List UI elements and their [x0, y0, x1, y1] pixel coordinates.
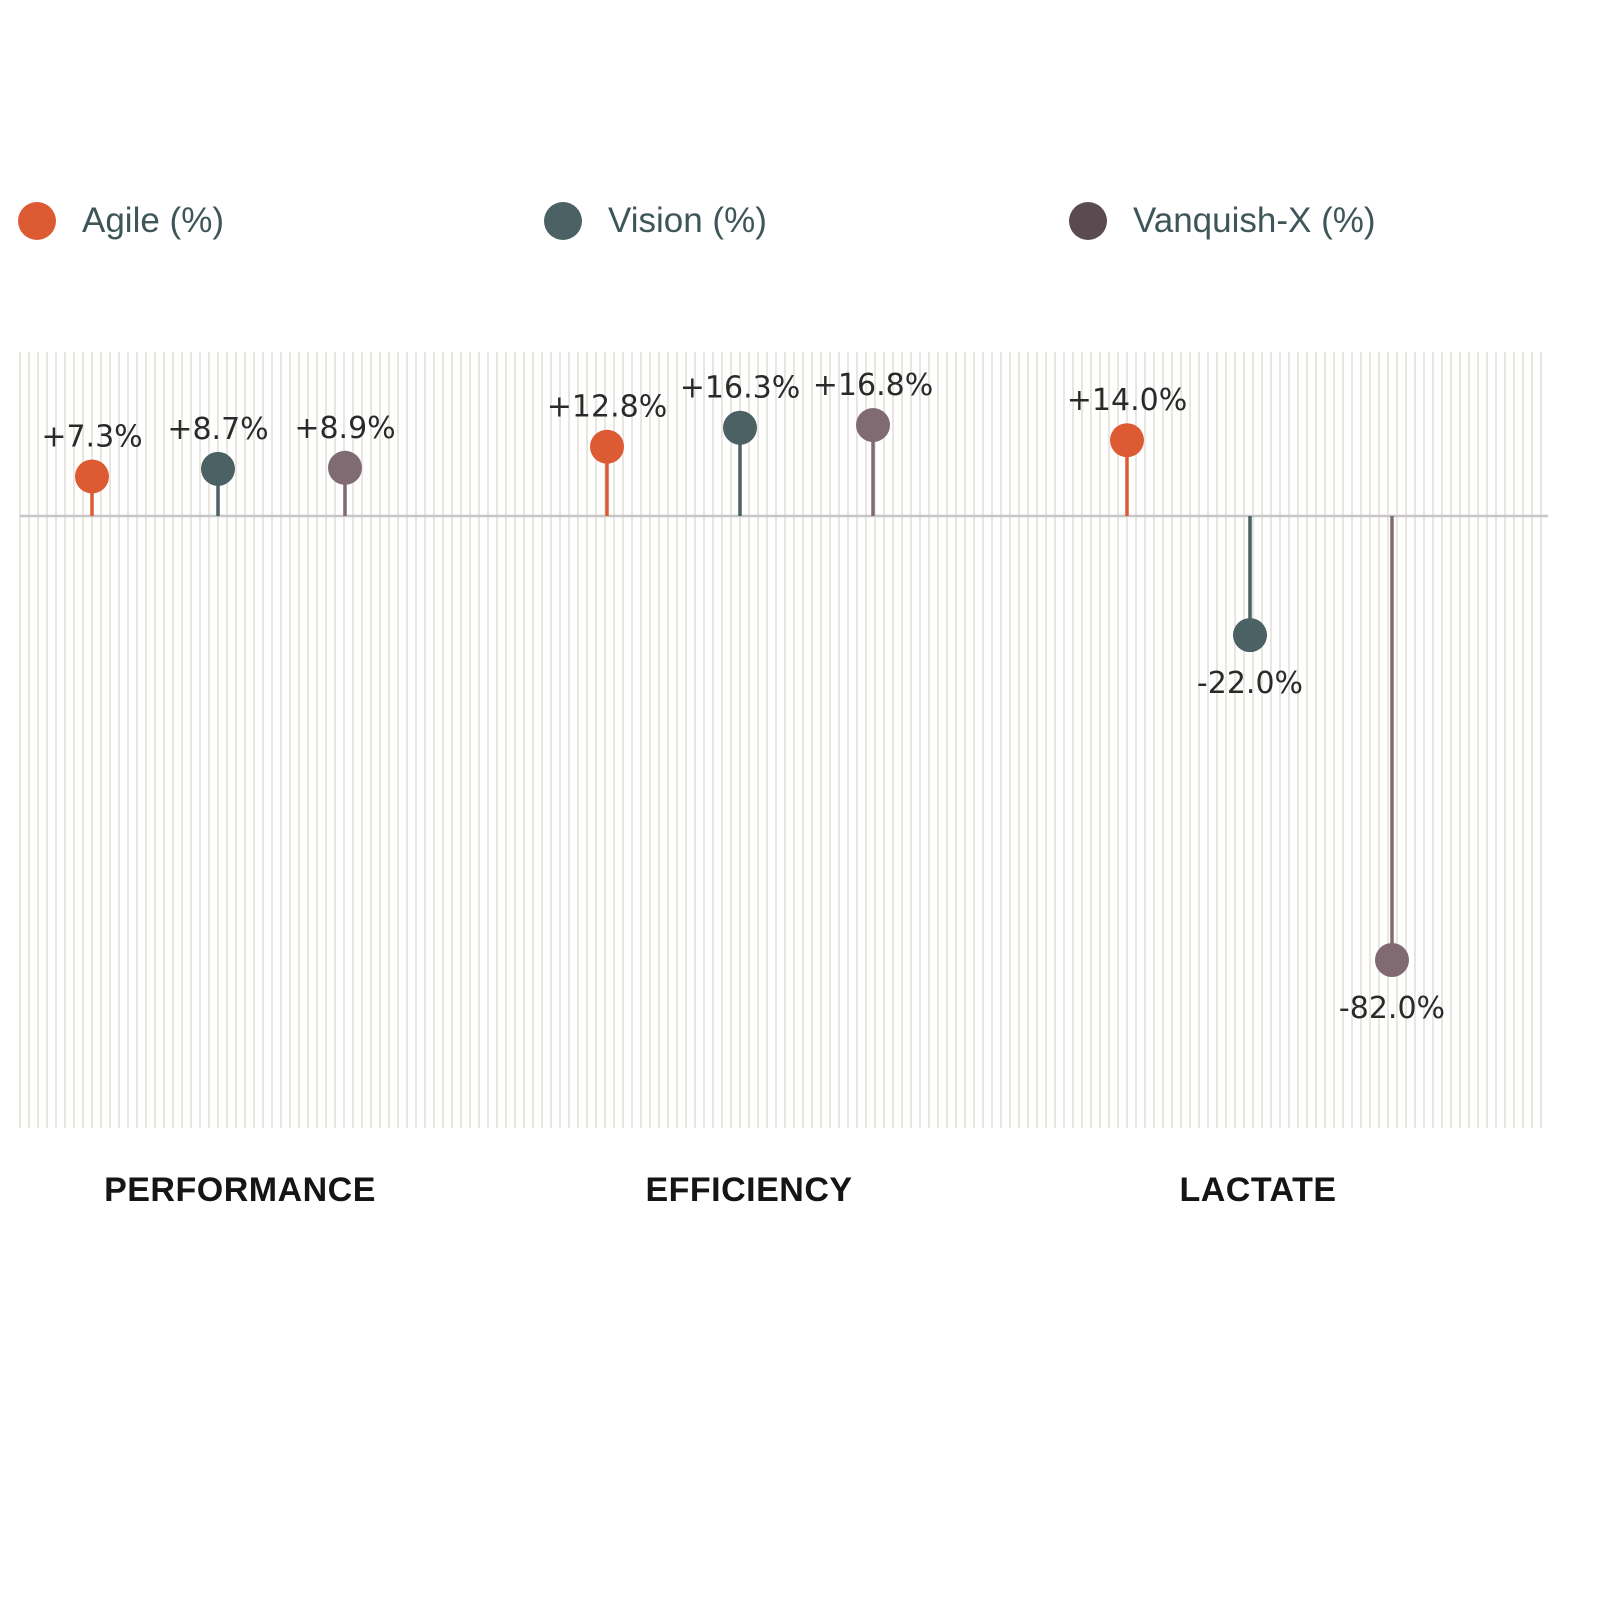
point-agile-efficiency — [590, 429, 624, 464]
grid-lines — [19, 352, 1542, 1128]
chart-marks: +7.3% +12.8% +14.0% +8.7% +16.3% -22.0% +8.9% +… — [41, 368, 1445, 1026]
legend-label-vision: Vision (%) — [608, 201, 767, 240]
value-label-agile-efficiency: +12.8% — [547, 390, 667, 425]
legend-item-vision: Vision (%) — [544, 196, 767, 246]
point-vanquish-lactate — [1375, 943, 1409, 977]
category-labels: PERFORMANCE EFFICIENCY LACTATE — [104, 1171, 1336, 1209]
point-vision-efficiency — [723, 410, 757, 445]
point-vanquish-efficiency — [856, 408, 890, 443]
category-label-lactate: LACTATE — [1179, 1171, 1336, 1209]
point-agile-lactate — [1110, 423, 1144, 458]
point-vanquish-performance — [328, 450, 362, 485]
point-agile-performance — [75, 459, 109, 494]
value-label-vision-performance: +8.7% — [167, 412, 268, 447]
value-label-vision-lactate: -22.0% — [1197, 666, 1303, 701]
category-label-efficiency: EFFICIENCY — [645, 1171, 852, 1209]
value-label-vision-efficiency: +16.3% — [680, 371, 800, 406]
legend-swatch-vision — [544, 202, 582, 240]
point-vision-lactate — [1233, 618, 1267, 653]
legend: Agile (%) Vision (%) Vanquish-X (%) — [0, 196, 1600, 256]
legend-swatch-vanquish — [1069, 202, 1107, 240]
value-label-vanquish-lactate: -82.0% — [1339, 991, 1445, 1026]
legend-swatch-agile — [18, 202, 56, 240]
legend-item-vanquish: Vanquish-X (%) — [1069, 196, 1376, 246]
value-label-agile-performance: +7.3% — [41, 419, 142, 454]
value-label-vanquish-performance: +8.9% — [294, 411, 395, 446]
category-label-performance: PERFORMANCE — [104, 1171, 376, 1209]
value-label-vanquish-efficiency: +16.8% — [813, 368, 933, 403]
legend-item-agile: Agile (%) — [18, 196, 224, 246]
legend-label-agile: Agile (%) — [82, 201, 224, 240]
legend-label-vanquish: Vanquish-X (%) — [1133, 201, 1376, 240]
value-label-agile-lactate: +14.0% — [1067, 383, 1187, 418]
point-vision-performance — [201, 451, 235, 486]
